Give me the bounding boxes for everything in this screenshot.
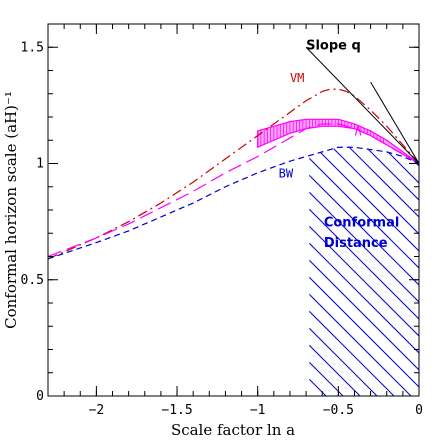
hatch-line [412,147,419,396]
hatch-line [309,147,406,396]
hatch-line [309,147,419,396]
hatch-line [0,24,167,424]
annotation-distance: Distance [324,236,388,251]
conformal-distance-region [0,24,443,424]
hatch-line [309,147,419,396]
x-tick-label: −0.5 [323,403,354,418]
hatch-line [309,147,419,396]
x-tick-label: −2 [89,403,105,418]
slope-line-2 [370,81,419,164]
annotation-vm: VM [290,71,304,85]
x-tick-label: −1 [250,403,266,418]
hatch-line [309,147,419,396]
hatch-line [0,24,252,424]
hatch-line [309,147,372,396]
hatch-line [0,24,286,424]
annotation-bw: BW [279,166,294,180]
hatch-line [0,24,303,424]
hatch-line [0,24,184,424]
series-vm-line [48,88,419,260]
hatch-line [309,147,419,396]
y-tick-label: 1 [36,157,44,172]
y-tick-label: 0 [36,389,44,404]
x-tick-label: 0 [415,403,423,418]
annotation-conformal: Conformal [324,215,400,230]
hatch-line [309,147,389,396]
slope-line-1 [305,46,419,164]
annotation-slope: Slope q [306,39,361,54]
hatch-line [430,24,443,424]
hatch-line [309,147,419,396]
annotation-lambda: Λ [354,125,362,139]
hatch-line [309,147,419,396]
series-bw-line [48,146,419,260]
x-tick-label: −1.5 [161,403,192,418]
hatch-line [309,147,419,396]
y-axis-title: Conformal horizon scale (aH)⁻¹ [2,91,20,329]
hatch-line [0,24,269,424]
hatch-line [309,147,338,396]
hatch-line [0,24,218,424]
hatch-line [309,147,419,396]
hatch-line [0,24,235,424]
hatch-line [0,24,201,424]
x-axis-title: Scale factor ln a [171,421,295,439]
y-tick-label: 0.5 [21,273,44,288]
plot-frame [47,23,420,397]
y-tick-label: 1.5 [21,40,44,55]
hatch-line [309,147,419,396]
